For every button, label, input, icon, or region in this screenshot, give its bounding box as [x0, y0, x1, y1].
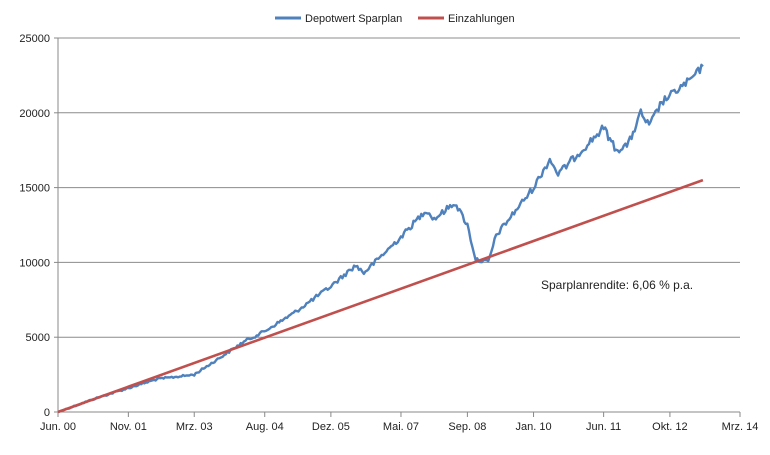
y-tick-label: 20000 — [19, 108, 50, 120]
x-tick-label: Sep. 08 — [448, 421, 486, 433]
series-layer — [57, 63, 704, 414]
grid-layer — [58, 37, 740, 338]
legend-label-depotwert: Depotwert Sparplan — [305, 13, 402, 25]
x-tick-label: Jun. 00 — [40, 421, 76, 433]
y-tick-label: 25000 — [19, 33, 50, 45]
y-tick-label: 0 — [44, 407, 50, 419]
series-line-depotwert — [57, 63, 704, 414]
x-tick-label: Jan. 10 — [515, 421, 551, 433]
x-tick-label: Aug. 04 — [246, 421, 284, 433]
axes-layer: 0 5000 10000 15000 20000 25000 Jun. 00 Nov. 01 M… — [19, 33, 758, 433]
y-tick-label: 10000 — [19, 257, 50, 269]
y-tick-label: 5000 — [26, 332, 50, 344]
series-line-einzahlungen — [57, 178, 704, 414]
x-tick-label: Mrz. 14 — [722, 421, 759, 433]
annotation-return: Sparplanrendite: 6,06 % p.a. — [541, 278, 693, 292]
y-tick-label: 15000 — [19, 183, 50, 195]
x-tick-label: Jun. 11 — [586, 421, 621, 433]
x-tick-label: Dez. 05 — [312, 421, 350, 433]
legend-label-einzahlungen: Einzahlungen — [448, 13, 515, 25]
legend: Depotwert Sparplan Einzahlungen — [275, 13, 515, 25]
x-tick-label: Mrz. 03 — [176, 421, 213, 433]
x-tick-label: Mai. 07 — [383, 421, 419, 433]
x-tick-label: Okt. 12 — [652, 421, 687, 433]
x-tick-label: Nov. 01 — [110, 421, 147, 433]
